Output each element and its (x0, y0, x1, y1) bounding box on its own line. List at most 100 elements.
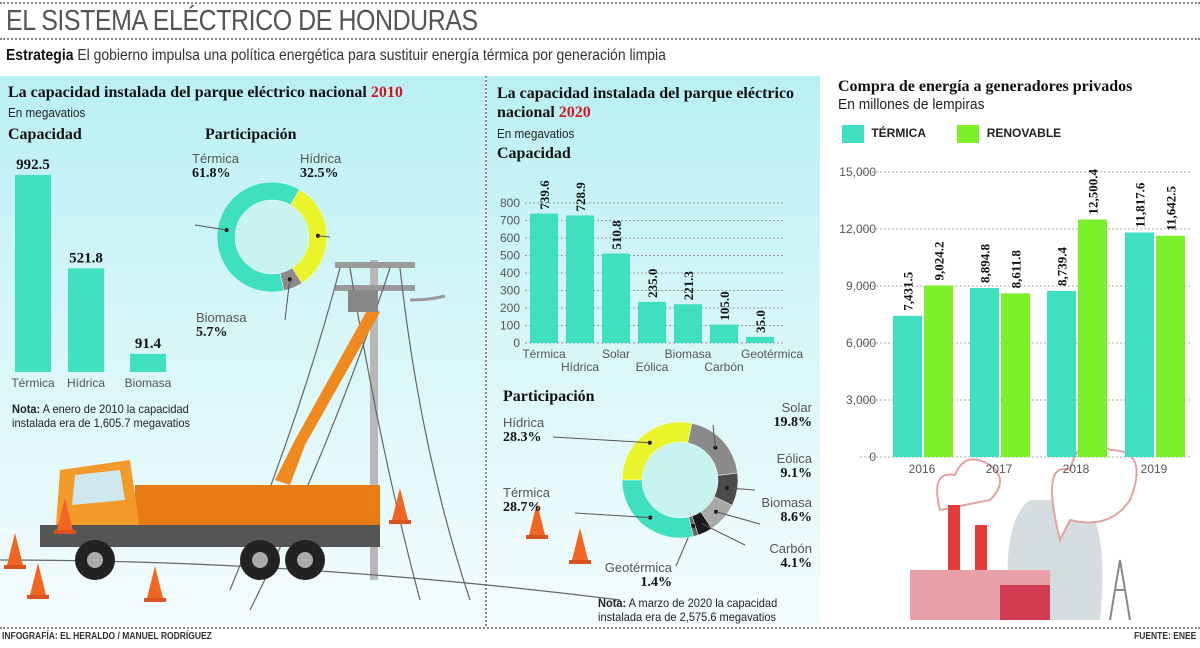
bar-value-label: 35.0 (753, 310, 768, 333)
slice-value-label: 28.7% (503, 500, 542, 515)
traffic-cone (147, 566, 163, 598)
bar-value-label: 992.5 (16, 157, 50, 173)
traffic-cone (572, 528, 588, 560)
panel-divider (485, 76, 487, 626)
strategy-text: El gobierno impulsa una política energét… (73, 47, 666, 64)
note-2020-text: A marzo de 2020 la capacidad instalada e… (598, 596, 778, 624)
legend-label-renovable: RENOVABLE (986, 126, 1062, 141)
slice-name-label: Biomasa (761, 495, 812, 510)
slice-name-label: Solar (782, 400, 813, 415)
wheel-hub (87, 552, 103, 568)
cone-base (526, 535, 548, 539)
y-tick-label: 400 (500, 266, 520, 280)
factory-wing (1000, 585, 1050, 620)
source: FUENTE: ENEE (1133, 631, 1196, 642)
factory-illustration (910, 442, 1138, 621)
bar-value-label: 739.6 (537, 180, 552, 210)
y-tick-label: 12,000 (839, 222, 876, 236)
smoke-cloud (936, 458, 1001, 512)
cone-base (4, 565, 26, 569)
title-2020: La capacidad instalada del parque eléctr… (497, 84, 797, 122)
category-label: Eólica (636, 360, 669, 374)
cap-heading-2020: Capacidad (497, 145, 571, 162)
bar-2010-2 (130, 353, 166, 372)
strategy-line: Estrategia El gobierno impulsa una polít… (6, 47, 666, 65)
legend-swatch-renovable (957, 125, 980, 143)
slice-value-label: 9.1% (781, 466, 813, 481)
part-heading-2020: Participación (503, 388, 595, 405)
slice-value-label: 5.7% (196, 325, 228, 340)
bar-2020-4 (674, 304, 702, 343)
street-lamp (409, 294, 446, 302)
leader-line (284, 279, 291, 321)
bar-térmica-2018 (1047, 290, 1076, 457)
credit: INFOGRAFÍA: EL HERALDO / MANUEL RODRÍGUE… (2, 631, 212, 642)
bar-renovable-2016 (924, 285, 953, 457)
power-line (349, 267, 421, 601)
y-tick-label: 6,000 (846, 336, 876, 350)
bar-térmica-2016 (893, 315, 922, 457)
bar-2020-5 (710, 324, 738, 343)
note-2010-text: A enero de 2010 la capacidad instalada e… (12, 402, 190, 430)
category-label: Carbón (704, 360, 743, 374)
title-rule (0, 38, 1200, 40)
donut-slice-térmica (621, 479, 694, 539)
y-tick-label: 800 (500, 196, 520, 210)
strategy-label: Estrategia (6, 47, 74, 64)
leader-line (574, 512, 651, 519)
traffic-cone (57, 498, 73, 530)
donut-center (235, 200, 309, 274)
bar-2010-0 (15, 175, 51, 372)
category-label: Térmica (11, 376, 55, 390)
bar-térmica-2017 (970, 287, 999, 457)
cone-base (389, 520, 411, 524)
y-tick-label: 9,000 (846, 279, 876, 293)
y-tick-label: 500 (500, 249, 520, 263)
smoke-cloud (1051, 442, 1138, 543)
donut-slice-térmica (216, 181, 300, 293)
illustration (0, 260, 711, 611)
y-tick-label: 100 (500, 319, 520, 333)
cap-heading-2010: Capacidad (8, 126, 82, 143)
cone-base (27, 595, 49, 599)
bar-renovable-2018 (1078, 219, 1107, 457)
category-label: Geotérmica (741, 347, 803, 361)
bar-value-label: 521.8 (69, 250, 103, 266)
bar-value-label: 105.0 (717, 291, 732, 320)
bar-value-label: 11,817.6 (1133, 182, 1148, 227)
x-tick-label: 2017 (986, 462, 1013, 476)
unit-purchase: En millones de lempiras (838, 96, 985, 113)
pole-crossarm (335, 262, 415, 268)
y-tick-label: 300 (500, 284, 520, 298)
cone-base (54, 530, 76, 534)
cone-base (144, 598, 166, 602)
bottom-rule (0, 627, 1200, 629)
bar-value-label: 91.4 (135, 336, 162, 352)
utility-pole (370, 260, 378, 580)
slice-name-label: Biomasa (196, 310, 247, 325)
title-2010-text: La capacidad instalada del parque eléctr… (8, 84, 371, 101)
power-line (399, 267, 471, 601)
slice-name-label: Térmica (503, 485, 551, 500)
transmission-tower (1109, 559, 1131, 621)
legend-swatch-termica (842, 125, 864, 143)
traffic-cone (529, 503, 545, 535)
slice-name-label: Hídrica (503, 415, 545, 430)
bar-value-label: 8,894.8 (978, 243, 993, 283)
bar-value-label: 8,611.8 (1009, 250, 1024, 289)
unit-2010: En megavatios (8, 105, 86, 120)
note-2010-label: Nota: (12, 402, 41, 416)
leader-line (715, 511, 761, 525)
bar-value-label: 728.9 (573, 182, 588, 212)
slice-value-label: 1.4% (641, 575, 673, 590)
leader-line (727, 487, 756, 491)
x-tick-label: 2018 (1063, 462, 1090, 476)
title-purchase: Compra de energía a generadores privados (838, 78, 1133, 95)
wheel-hub (252, 552, 268, 568)
truck-chassis (40, 525, 380, 547)
y-tick-label: 3,000 (846, 393, 876, 407)
y-tick-label: 600 (500, 231, 520, 245)
leader-line (194, 224, 227, 231)
bar-2020-0 (530, 213, 558, 343)
